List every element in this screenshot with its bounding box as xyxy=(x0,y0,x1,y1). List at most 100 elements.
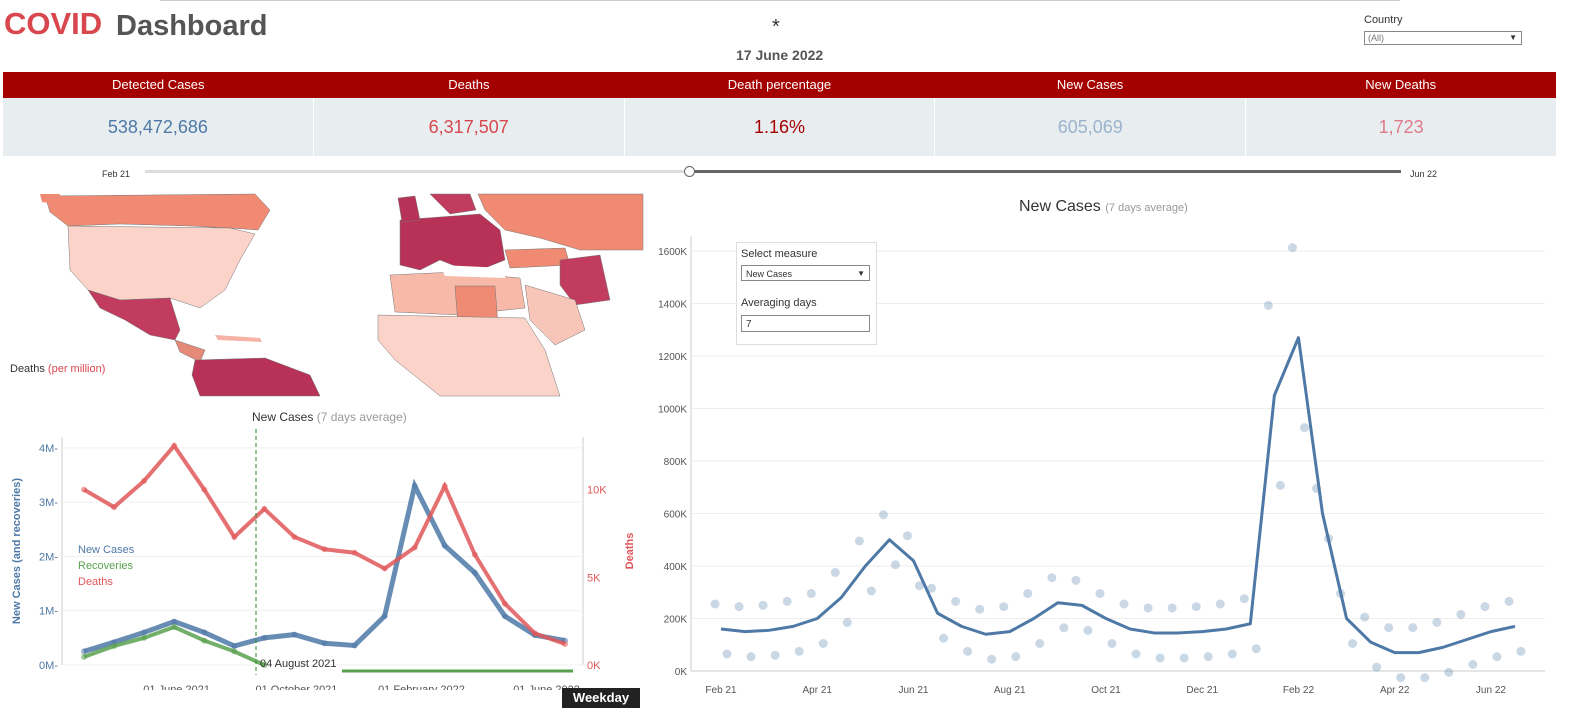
series-point xyxy=(562,640,568,647)
y-tick-label: 1M- xyxy=(39,606,58,618)
date-slider-handle[interactable] xyxy=(684,166,695,177)
small-chart-title-sub: (7 days average) xyxy=(316,410,407,424)
scatter-point xyxy=(1396,673,1406,683)
map-caribbean xyxy=(215,335,262,342)
kpi-value-death-percentage: 1.16% xyxy=(625,98,936,156)
weekday-badge[interactable]: Weekday xyxy=(562,688,640,708)
map-mediterranean xyxy=(440,265,505,278)
map-legend-title: Deaths xyxy=(10,363,45,375)
scatter-point xyxy=(1107,639,1117,648)
series-point xyxy=(81,648,87,655)
scatter-point xyxy=(1432,617,1442,627)
select-measure-dropdown[interactable]: New Cases ▼ xyxy=(741,265,870,281)
y-tick-label: 0M- xyxy=(39,660,58,672)
scatter-point xyxy=(987,654,997,664)
series-point xyxy=(81,486,87,493)
title-accent: COVID xyxy=(4,6,103,41)
scatter-point xyxy=(1059,623,1069,633)
x-tick-label: 01 June 2021 xyxy=(143,684,210,690)
small-line-chart[interactable]: 0M- 1M- 2M- 3M- 4M- 0K 5K 10K 01 June 2021 01 Oct… xyxy=(0,425,645,690)
series-point xyxy=(111,643,118,649)
averaging-days-input[interactable]: 7 xyxy=(741,315,870,332)
y-tick-label: 1600K xyxy=(658,247,687,258)
series-point xyxy=(201,629,208,636)
country-select[interactable]: (All) ▼ xyxy=(1364,31,1522,45)
series-point xyxy=(471,569,478,576)
series-point xyxy=(111,504,118,511)
slider-end-label: Jun 22 xyxy=(1410,169,1438,179)
scatter-point xyxy=(770,650,780,660)
date-slider-range[interactable] xyxy=(690,170,1401,173)
big-chart-title: New Cases (7 days average) xyxy=(1019,198,1188,216)
deaths-map[interactable] xyxy=(0,190,645,398)
scatter-point xyxy=(782,596,792,606)
select-measure-value: New Cases xyxy=(746,269,793,279)
series-line-new-cases xyxy=(720,336,1516,655)
scatter-point xyxy=(1203,652,1213,662)
slider-start-label: Feb 21 xyxy=(102,169,131,179)
series-point xyxy=(261,505,268,512)
x-tick-label: Feb 22 xyxy=(1283,685,1315,696)
measure-control-panel: Select measure New Cases ▼ Averaging day… xyxy=(736,242,877,345)
scatter-point xyxy=(1083,625,1093,635)
scatter-point xyxy=(878,510,888,520)
scatter-point xyxy=(1251,644,1261,654)
scatter-point xyxy=(914,581,924,591)
chevron-down-icon: ▼ xyxy=(1509,33,1517,42)
series-point xyxy=(351,549,358,556)
country-filter-label: Country xyxy=(1364,14,1403,26)
map-arabia xyxy=(524,284,586,346)
series-point xyxy=(261,634,268,641)
kpi-label-detected-cases: Detected Cases xyxy=(112,77,205,92)
scatter-point xyxy=(1215,599,1225,609)
map-alaska xyxy=(40,194,60,204)
series-point xyxy=(141,634,148,641)
y2-tick-label: 0K xyxy=(587,660,601,672)
x-tick-label: 01 February 2022 xyxy=(378,684,465,690)
x-tick-label: Oct 21 xyxy=(1091,685,1121,696)
y-tick-label: 2M- xyxy=(39,551,58,563)
scatter-point xyxy=(1263,300,1273,310)
series-point xyxy=(411,544,418,551)
y-tick-label: 1000K xyxy=(658,405,687,416)
kpi-label-new-cases: New Cases xyxy=(1056,77,1124,92)
y2-tick-label: 5K xyxy=(587,572,601,584)
kpi-header-row: Detected Cases Deaths Death percentage N… xyxy=(3,72,1556,98)
country-select-value: (All) xyxy=(1368,33,1384,43)
series-point xyxy=(441,542,448,549)
scatter-point xyxy=(818,639,828,648)
series-point xyxy=(501,613,508,620)
scatter-point xyxy=(939,633,949,643)
scatter-point xyxy=(1239,594,1249,604)
scatter-point xyxy=(1095,589,1105,598)
series-line-deaths xyxy=(82,442,566,646)
big-chart-title-sub: (7 days average) xyxy=(1105,202,1188,214)
scatter-point xyxy=(1360,612,1370,622)
scatter-point xyxy=(794,646,804,656)
x-tick-label: 01 June 2022 xyxy=(513,684,580,690)
y2-tick-label: 10K xyxy=(587,485,607,497)
scatter-point xyxy=(1468,660,1478,669)
series-point xyxy=(201,637,208,644)
series-point xyxy=(501,600,508,607)
scatter-point xyxy=(806,589,816,598)
small-chart-title: New Cases (7 days average) xyxy=(252,410,407,424)
asterisk-mark: * xyxy=(772,16,780,38)
scatter-point xyxy=(866,586,876,596)
annotation-label: 04 August 2021 xyxy=(260,658,336,670)
report-date: 17 June 2022 xyxy=(736,47,824,63)
scatter-point xyxy=(1155,653,1165,663)
series-point xyxy=(321,546,328,553)
scatter-point xyxy=(1047,573,1057,583)
series-point xyxy=(231,533,238,540)
scatter-point xyxy=(927,583,937,593)
scatter-point xyxy=(1444,667,1454,677)
scatter-point xyxy=(1372,662,1382,672)
series-point xyxy=(141,477,148,484)
series-point xyxy=(141,629,148,636)
scatter-point xyxy=(758,600,768,610)
legend-entry: Deaths xyxy=(78,576,113,588)
map-legend-label: Deaths (per million) xyxy=(10,363,105,375)
scatter-point xyxy=(830,568,840,577)
series-point xyxy=(171,442,178,449)
